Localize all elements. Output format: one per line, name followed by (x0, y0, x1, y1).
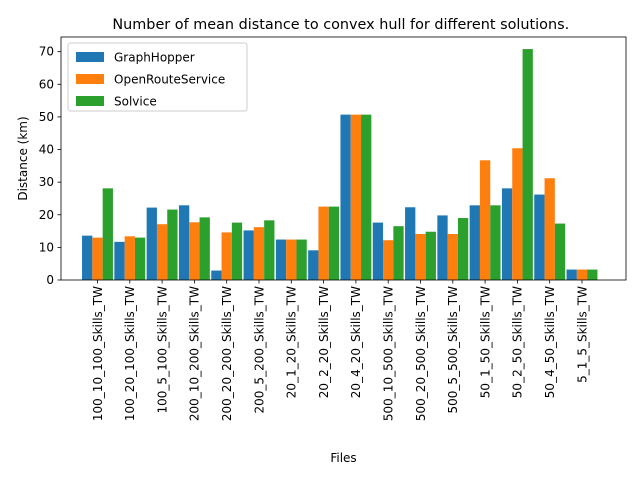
x-axis-label: Files (330, 451, 356, 465)
legend: GraphHopper OpenRouteService Solvice (67, 42, 248, 112)
y-tick-label: 50 (39, 110, 54, 124)
y-tick-label: 20 (39, 208, 54, 222)
x-tick-label: 200_10_200_Skills_TW (188, 286, 202, 421)
bar (296, 239, 307, 280)
bar (566, 269, 577, 280)
bar (554, 223, 566, 280)
bar (415, 234, 426, 280)
plot-area: 0 10 20 30 40 50 60 70 100_10_100_Skills_TW 100_2… (39, 36, 627, 421)
y-axis-label: Distance (km) (16, 116, 30, 200)
y-tick-label: 30 (39, 175, 54, 189)
bar (576, 269, 588, 280)
x-tick-label: 500_20_500_Skills_TW (414, 286, 428, 421)
bar (522, 49, 533, 280)
x-tick-label: 50_1_50_Skills_TW (478, 286, 492, 398)
x-tick-label: 100_20_100_Skills_TW (123, 286, 137, 421)
legend-swatch (76, 74, 104, 84)
bar (102, 188, 113, 280)
x-tick-label: 50_4_50_Skills_TW (543, 286, 557, 398)
x-tick-label: 20_1_20_Skills_TW (285, 286, 299, 398)
bar (490, 205, 501, 280)
axes-frame (60, 36, 627, 281)
bar (275, 239, 287, 280)
bar (231, 222, 243, 280)
bar (253, 227, 265, 280)
series-openrouteservice-bars (92, 114, 588, 280)
legend-swatch (76, 52, 104, 62)
bar (221, 232, 232, 280)
bar (361, 114, 372, 280)
bar (587, 269, 598, 280)
bar (425, 231, 436, 280)
x-tick-label: 100_5_100_Skills_TW (155, 286, 169, 414)
bar (82, 235, 93, 280)
legend-label: Solvice (114, 95, 157, 109)
bar (512, 148, 523, 280)
bar (211, 270, 222, 280)
legend-box (67, 42, 248, 112)
chart-title: Number of mean distance to convex hull f… (112, 17, 569, 33)
bar (156, 224, 168, 280)
bar (286, 239, 297, 280)
bar (189, 222, 200, 280)
series-graphhopper-bars (82, 114, 577, 280)
bar (393, 226, 404, 280)
x-tick-label: 50_2_50_Skills_TW (511, 286, 525, 398)
y-tick-label: 60 (39, 77, 54, 91)
x-tick-label: 500_10_500_Skills_TW (382, 286, 396, 421)
bar (124, 236, 135, 280)
y-tick-label: 70 (39, 45, 54, 59)
x-tick-label: 500_5_500_Skills_TW (446, 286, 460, 414)
bar (318, 206, 329, 280)
x-tick-label: 200_20_200_Skills_TW (220, 286, 234, 421)
bar (501, 188, 513, 280)
bar (447, 234, 458, 280)
x-tick-label: 20_2_20_Skills_TW (317, 286, 331, 398)
bar (340, 114, 351, 280)
bar (178, 205, 190, 280)
bar (199, 217, 210, 280)
bar (308, 250, 319, 280)
bar (243, 230, 254, 280)
bar (146, 207, 157, 280)
legend-swatch (76, 96, 104, 106)
bar (479, 160, 491, 280)
legend-label: OpenRouteService (114, 73, 225, 87)
bar (544, 178, 555, 280)
bar (328, 206, 340, 280)
bar (457, 218, 469, 280)
bar (350, 114, 362, 280)
bar (469, 205, 480, 280)
legend-label: GraphHopper (114, 51, 195, 65)
bar (372, 222, 384, 280)
x-tick-label: 20_4_20_Skills_TW (349, 286, 363, 398)
series-solvice-bars (102, 49, 598, 280)
x-tick-label: 100_10_100_Skills_TW (91, 286, 105, 421)
bar (114, 241, 125, 280)
y-tick-label: 0 (46, 273, 54, 287)
x-tick-label: 5_1_5_Skills_TW (575, 286, 589, 383)
bar (534, 194, 545, 280)
y-tick-label: 40 (39, 143, 54, 157)
bar (437, 215, 448, 280)
y-tick-label: 10 (39, 240, 54, 254)
x-tick-label: 200_5_200_Skills_TW (252, 286, 266, 414)
bar (167, 209, 178, 280)
bar (383, 240, 394, 280)
bar (134, 237, 146, 280)
bar (405, 207, 416, 280)
bar (264, 220, 275, 280)
bar (92, 237, 103, 280)
